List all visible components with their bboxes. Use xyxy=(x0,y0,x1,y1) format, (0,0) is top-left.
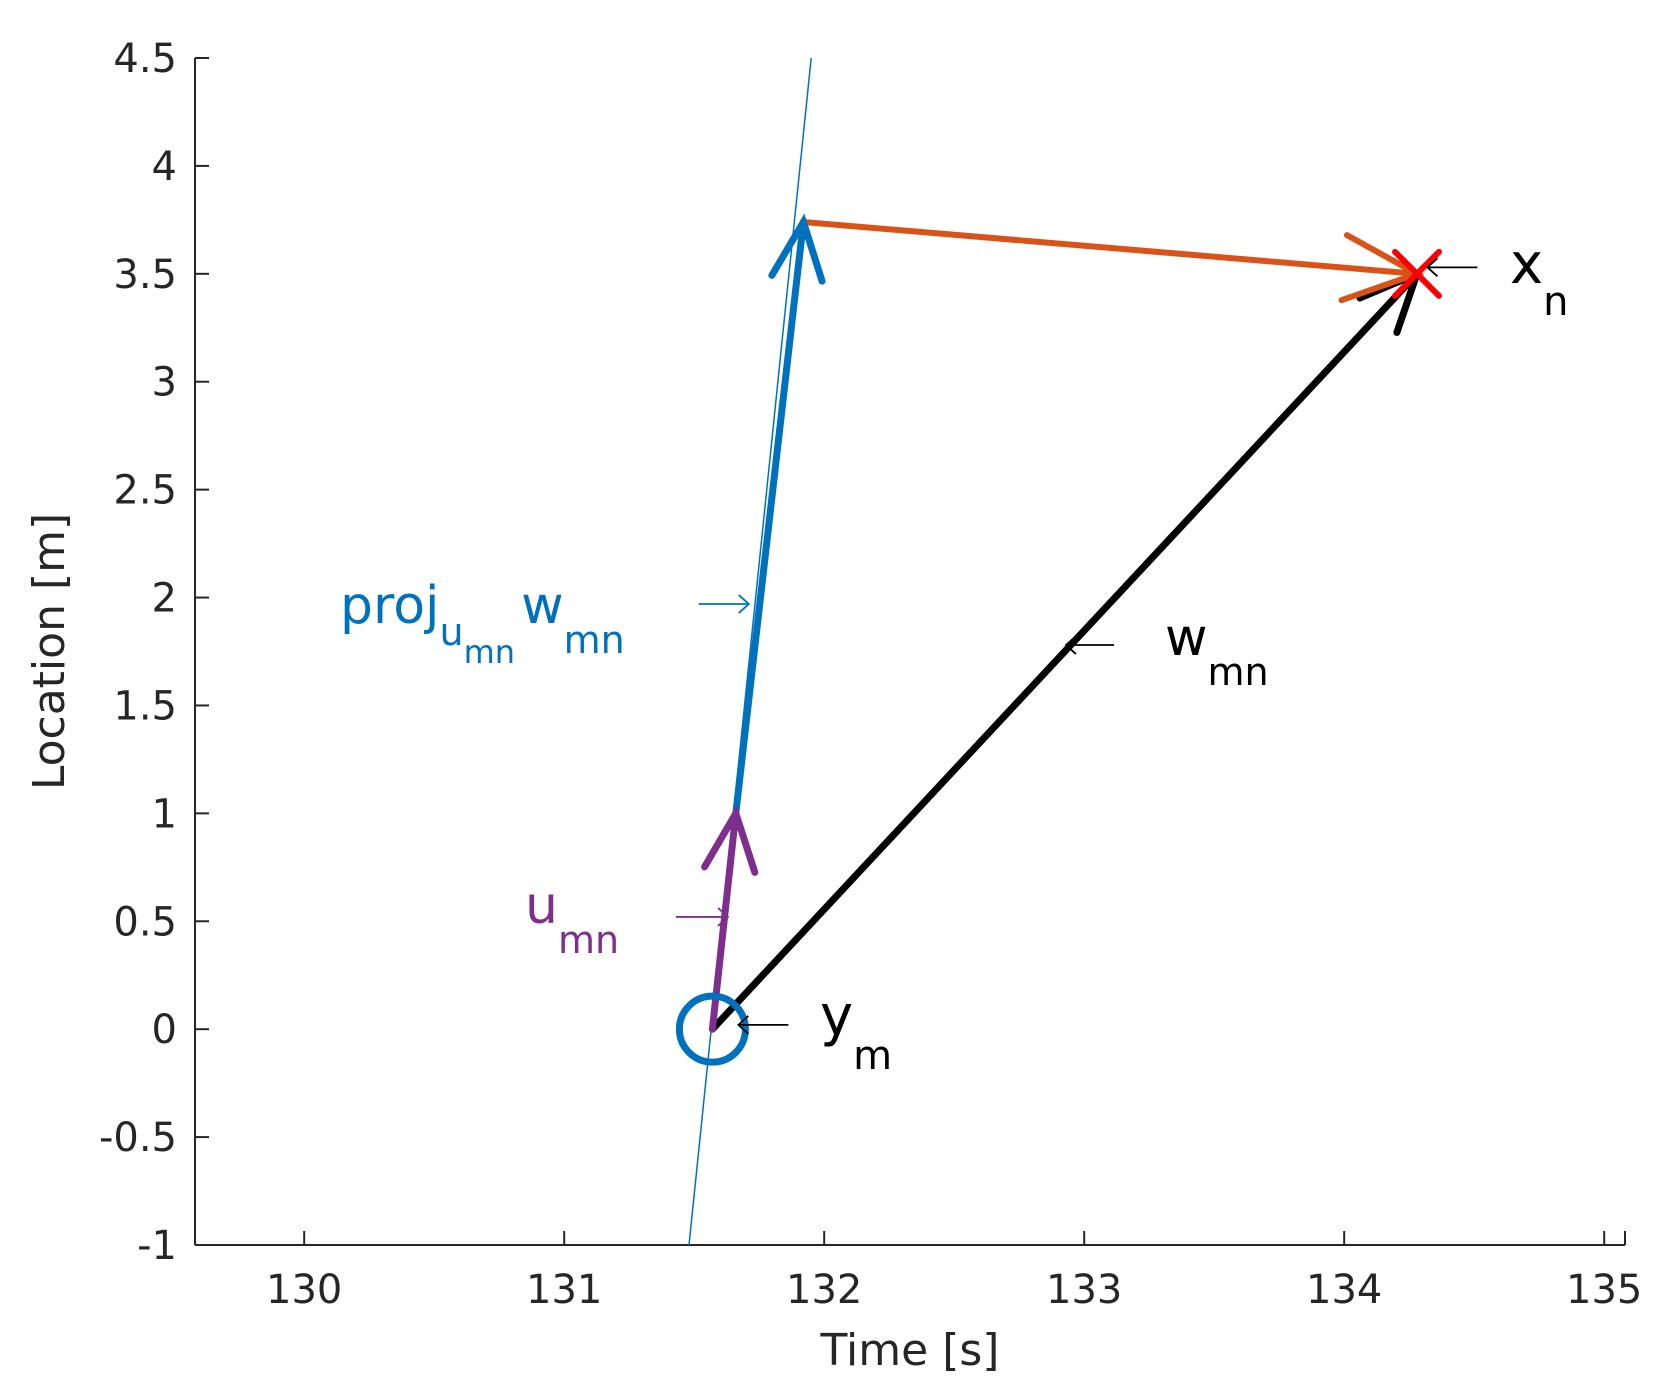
w-label: wmn xyxy=(1165,608,1269,694)
y-tick-label: 1.5 xyxy=(113,683,177,729)
proj-vector-head xyxy=(768,213,826,285)
y-tick-label: 3 xyxy=(152,360,177,406)
y-label-part: y xyxy=(820,984,853,1049)
y-m-marker xyxy=(675,992,749,1066)
y-tick-label: 4.5 xyxy=(113,36,177,82)
y-tick-label: 2 xyxy=(152,576,177,622)
y-tick-label: 2.5 xyxy=(113,468,177,514)
y-pointer-head xyxy=(737,1015,750,1035)
y-ticks: -1 -0.5 0 0.5 1 1.5 2 2.5 3 3.5 4 4.5 xyxy=(99,36,209,1269)
u-pointer-head xyxy=(717,907,730,927)
x-label-part: n xyxy=(1543,279,1568,325)
proj-pointer-head xyxy=(738,594,751,614)
x-ticks: 130 131 132 133 134 135 xyxy=(266,1231,1642,1313)
proj-label-part: mn xyxy=(464,633,515,671)
proj-vector-shaft xyxy=(732,218,807,817)
y-tick-label: -1 xyxy=(137,1223,177,1269)
u-label: umn xyxy=(525,876,619,962)
x-label-part: x xyxy=(1510,232,1543,297)
y-tick-label: -0.5 xyxy=(99,1115,177,1161)
y-tick-label: 0.5 xyxy=(113,899,177,945)
x-tick-label: 132 xyxy=(786,1267,862,1313)
reference-line xyxy=(688,57,812,1246)
x-n-marker xyxy=(1392,248,1442,299)
u-label-part: u xyxy=(525,876,558,936)
x-label: xn xyxy=(1510,232,1569,325)
y-tick-label: 3.5 xyxy=(113,252,177,298)
w-pointer-head xyxy=(1064,635,1077,655)
x-tick-label: 131 xyxy=(526,1267,602,1313)
x-tick-label: 134 xyxy=(1306,1267,1382,1313)
y-tick-label: 0 xyxy=(152,1007,177,1053)
proj-label-part: u xyxy=(440,610,464,654)
plot-marks xyxy=(675,57,1442,1246)
proj-label-part: mn xyxy=(564,618,625,662)
w-label-part: mn xyxy=(1208,650,1269,694)
y-tick-label: 1 xyxy=(152,791,177,837)
w-label-part: w xyxy=(1165,608,1208,668)
proj-label: projumnwmn xyxy=(340,576,625,671)
y-tick-label: 4 xyxy=(152,144,177,190)
w-mn-vector-shaft xyxy=(708,270,1421,1033)
x-tick-label: 133 xyxy=(1046,1267,1122,1313)
proj-label-part: w xyxy=(521,576,564,636)
y-label-part: m xyxy=(853,1033,892,1079)
plot-axes xyxy=(194,58,1626,1246)
x-tick-label: 130 xyxy=(266,1267,342,1313)
u-mn-vector-head xyxy=(701,804,759,876)
x-tick-label: 135 xyxy=(1566,1267,1642,1313)
x-pointer-head xyxy=(1426,257,1439,278)
y-axis-label: Location [m] xyxy=(24,513,75,790)
u-label-part: mn xyxy=(558,918,619,962)
proj-label-part: proj xyxy=(340,576,440,636)
y-label: ym xyxy=(820,984,892,1079)
x-axis-label: Time [s] xyxy=(820,1325,1000,1376)
residual-vector-shaft xyxy=(800,219,1420,277)
